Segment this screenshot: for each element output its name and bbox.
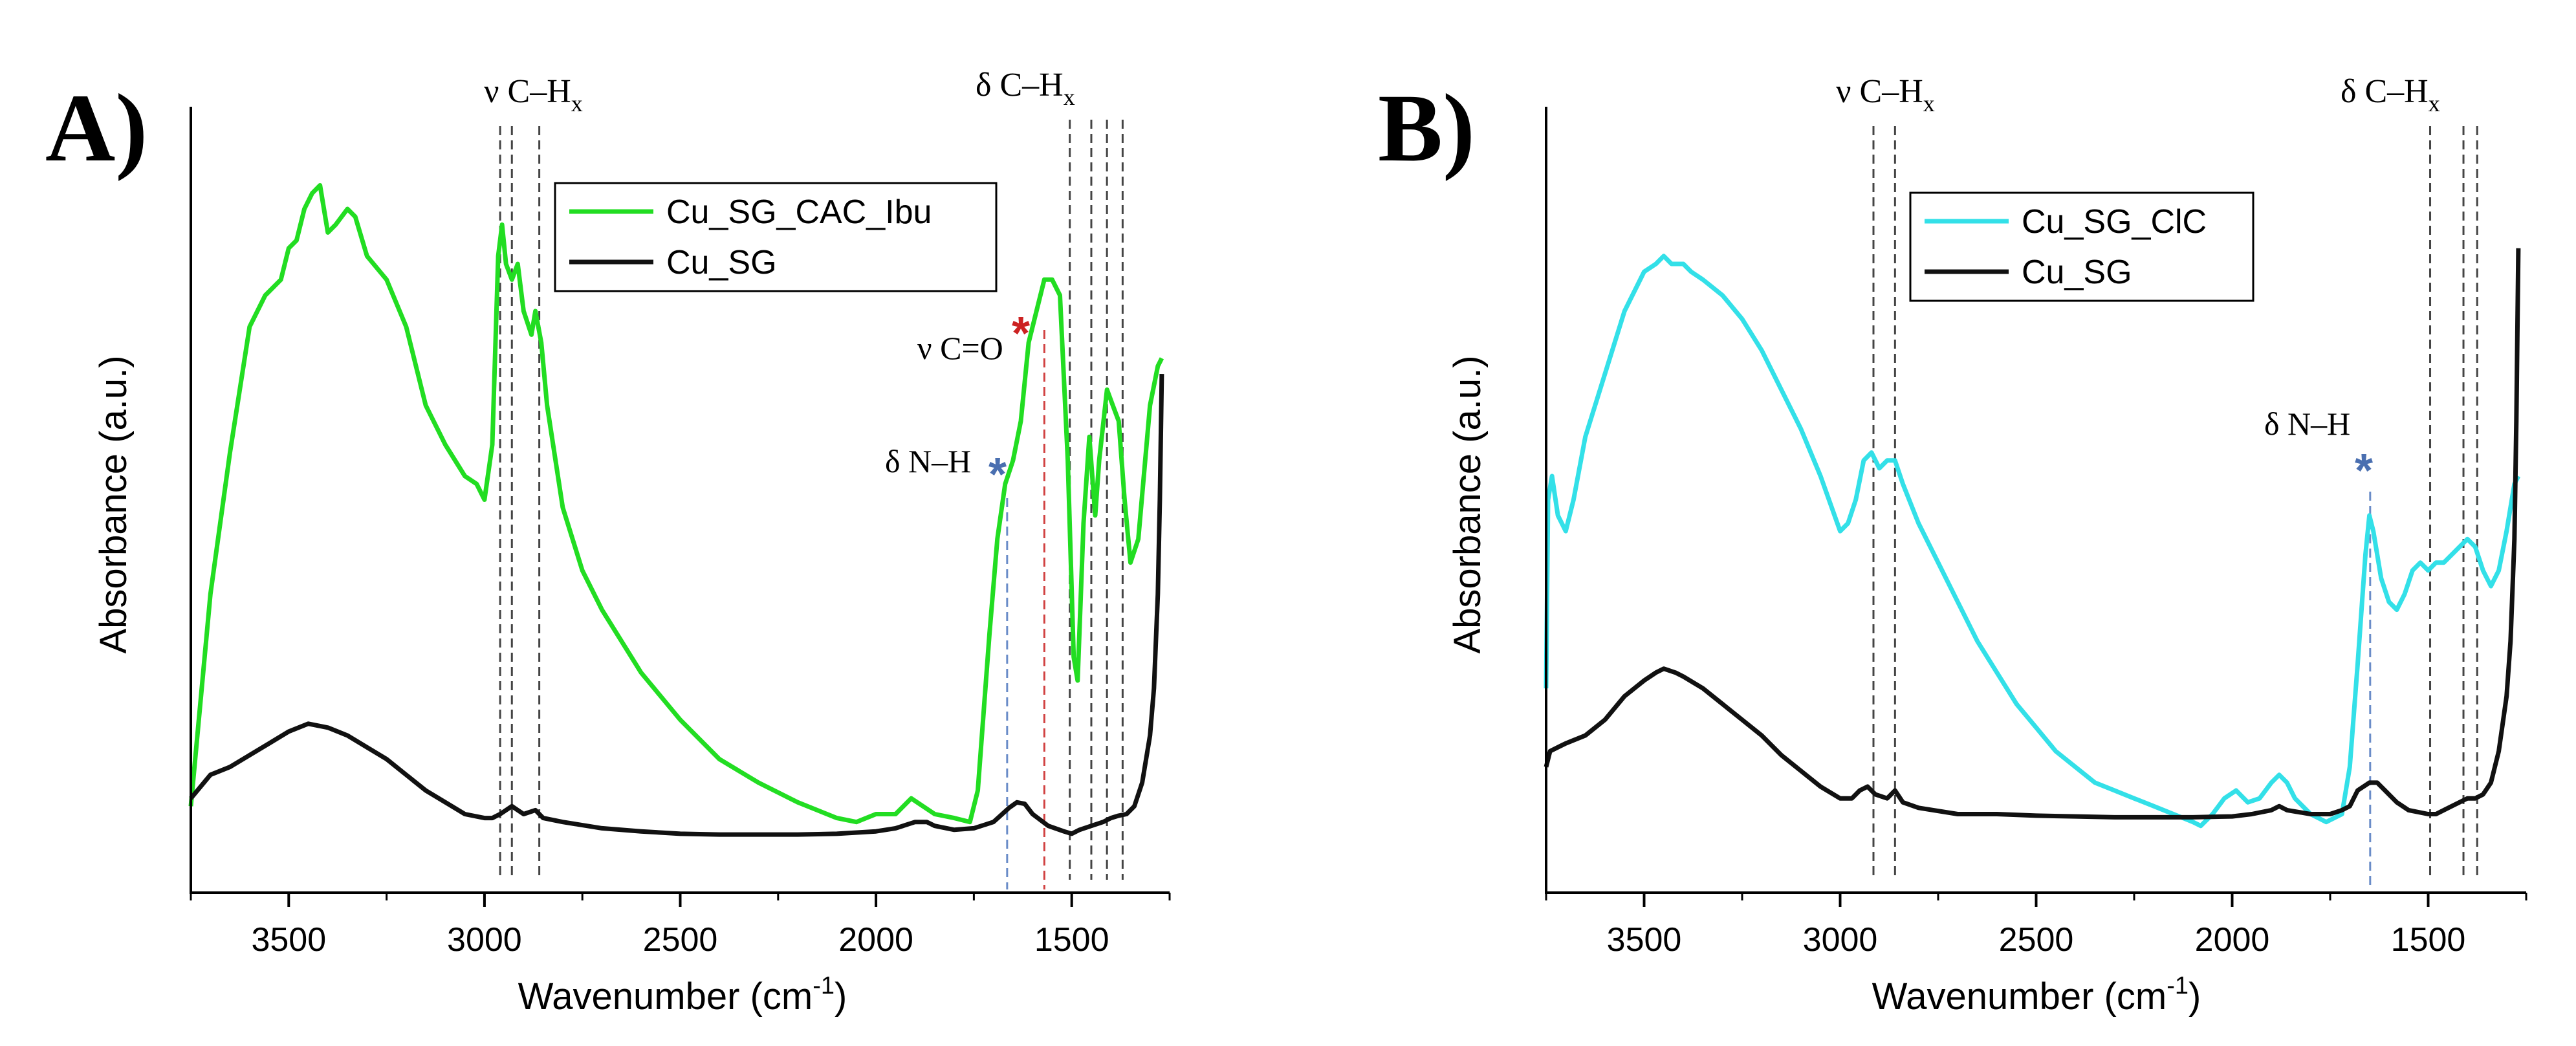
panel-a-nu-ch-annotation: ν C–Hx [484, 73, 583, 116]
panel-b-legend: Cu_SG_ClC Cu_SG [1909, 191, 2254, 302]
panel-b-label: B) [1378, 74, 1475, 182]
panel-a-y-axis-label: Absorbance (a.u.) [93, 355, 135, 653]
panel-b-delta-nh-label: δ N–H [2264, 406, 2350, 442]
panel-a-nu-co-label: ν C=O [917, 330, 1003, 366]
panel-a-x-tick-label-3500: 3500 [251, 921, 326, 959]
panel-b-legend-label-1: Cu_SG_ClC [2022, 203, 2207, 241]
panel-a: A) ν C–Hx δ C–Hx ν C=O * δ N–H * Cu_SG_C… [45, 67, 1171, 1018]
panel-b-series-line-cu-sg-clc [1544, 254, 2521, 829]
panel-a-x-ticks: 3500 3000 2500 2000 1500 [190, 893, 1171, 959]
panel-a-delta-ch-annotation: δ C–Hx [976, 67, 1075, 110]
panel-b-reference-lines [1872, 126, 2478, 889]
panel-a-nu-ch-label: ν C–Hx [484, 73, 583, 116]
panel-b-x-axis-label: Wavenumber (cm-1) [1872, 972, 2201, 1018]
panel-a-label: A) [45, 74, 147, 182]
panel-b-x-ticks: 3500 3000 2500 2000 1500 [1545, 893, 2527, 959]
panel-b-nu-ch-annotation: ν C–Hx [1836, 73, 1935, 116]
panel-b-x-tick-label-3500: 3500 [1607, 921, 1682, 959]
panel-b-x-tick-label-1500: 1500 [2391, 921, 2466, 959]
panel-a-series-group [188, 183, 1164, 837]
panel-b-axes: 3500 3000 2500 2000 1500 [1545, 107, 2527, 959]
panel-b-series-line-cu-sg [1544, 248, 2521, 820]
panel-b-nu-ch-label: ν C–Hx [1836, 73, 1935, 116]
panel-a-series-line-cu-sg [189, 374, 1164, 837]
panel-a-legend-label-1: Cu_SG_CAC_Ibu [666, 193, 932, 231]
panel-b-legend-label-2: Cu_SG [2022, 254, 2132, 291]
panel-a-legend-label-2: Cu_SG [666, 244, 777, 281]
panel-a-series-line-cu-sg-cac-ibu [188, 183, 1164, 825]
panel-b-delta-nh-star: * [2355, 445, 2373, 497]
panel-b-series-group [1544, 248, 2521, 829]
panel-a-x-tick-label-1500: 1500 [1034, 921, 1109, 959]
panel-a-legend: Cu_SG_CAC_Ibu Cu_SG [554, 182, 998, 292]
panel-a-x-tick-label-2000: 2000 [838, 921, 913, 959]
panel-b: B) ν C–Hx δ C–Hx δ N–H * Cu_SG_ClC Cu_SG… [1378, 73, 2527, 1018]
panel-b-legend-box [1909, 191, 2254, 302]
panel-b-y-axis-label: Absorbance (a.u.) [1446, 355, 1489, 653]
panel-b-x-tick-label-2000: 2000 [2195, 921, 2270, 959]
panel-a-legend-box [554, 182, 998, 292]
panel-b-delta-ch-annotation: δ C–Hx [2341, 73, 2440, 116]
panel-b-delta-ch-label: δ C–Hx [2341, 73, 2440, 116]
panel-a-reference-lines [499, 120, 1124, 889]
panel-a-x-axis-label: Wavenumber (cm-1) [518, 972, 847, 1018]
panel-a-delta-ch-label: δ C–Hx [976, 67, 1075, 110]
panel-a-delta-nh-label: δ N–H [885, 443, 971, 479]
panel-a-axes: 3500 3000 2500 2000 1500 [190, 107, 1171, 959]
panel-a-x-tick-label-3000: 3000 [447, 921, 522, 959]
panel-b-x-tick-label-3000: 3000 [1803, 921, 1878, 959]
panel-b-x-tick-label-2500: 2500 [1999, 921, 2074, 959]
panel-a-x-tick-label-2500: 2500 [643, 921, 718, 959]
